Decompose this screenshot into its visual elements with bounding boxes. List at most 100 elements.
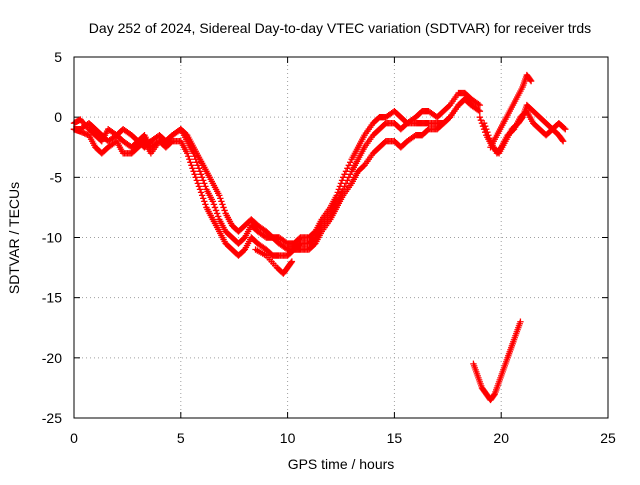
series-trace-d — [252, 246, 296, 277]
series-trace-g — [487, 71, 535, 151]
data-point — [202, 201, 209, 208]
data-series — [70, 71, 569, 404]
data-point — [475, 106, 482, 114]
data-point — [211, 204, 219, 211]
data-point — [517, 318, 524, 325]
data-point — [198, 192, 206, 199]
grid-lines — [74, 57, 608, 418]
data-point — [476, 107, 484, 115]
x-tick-labels: 0 5 10 15 20 25 — [70, 430, 616, 446]
data-point — [287, 259, 295, 266]
data-point — [475, 100, 482, 108]
data-point — [216, 192, 223, 199]
data-point — [209, 198, 217, 205]
data-point — [334, 189, 341, 196]
series-trace-c — [70, 89, 484, 247]
data-point — [476, 101, 484, 109]
data-point — [214, 213, 222, 220]
series-trace-b — [70, 95, 484, 259]
series-trace-f — [480, 107, 567, 157]
y-tick-label: -20 — [42, 350, 62, 366]
data-point — [483, 126, 490, 133]
y-tick-label: -25 — [42, 410, 62, 426]
data-point — [194, 162, 202, 169]
data-point — [347, 159, 354, 166]
data-point — [484, 129, 491, 136]
data-point — [217, 195, 224, 202]
series-trace-h — [470, 318, 524, 404]
data-point — [477, 116, 485, 124]
data-point — [486, 135, 493, 142]
data-point — [344, 177, 351, 184]
y-tick-label: 5 — [54, 49, 62, 65]
data-point — [187, 159, 194, 166]
data-point — [333, 192, 340, 199]
y-tick-labels: -25 -20 -15 -10 -5 0 5 — [42, 49, 62, 426]
data-point — [347, 171, 354, 178]
data-point — [562, 126, 569, 133]
data-point — [559, 138, 567, 145]
data-point — [192, 174, 199, 181]
chart-title: Day 252 of 2024, Sidereal Day-to-day VTE… — [89, 20, 591, 36]
data-point — [344, 165, 351, 172]
data-point — [195, 165, 203, 172]
y-tick-label: -15 — [42, 290, 62, 306]
data-point — [194, 180, 202, 187]
data-point — [335, 186, 343, 193]
data-point — [201, 198, 208, 205]
data-point — [197, 171, 205, 178]
data-point — [201, 180, 208, 187]
data-point — [196, 168, 204, 175]
data-point — [193, 177, 201, 184]
data-point — [189, 165, 196, 172]
data-point — [288, 258, 296, 265]
data-point — [480, 119, 488, 127]
data-point — [213, 210, 221, 217]
data-point — [336, 183, 344, 190]
data-point — [200, 177, 207, 184]
data-point — [195, 183, 203, 190]
data-point — [200, 195, 207, 202]
plot-frame — [73, 56, 609, 419]
x-tick-label: 25 — [600, 430, 616, 446]
data-point — [338, 177, 346, 184]
data-point — [196, 186, 204, 193]
data-point — [197, 189, 205, 196]
data-point — [345, 162, 353, 169]
x-tick-label: 5 — [177, 430, 185, 446]
data-point — [527, 76, 534, 84]
data-point — [221, 207, 228, 214]
data-point — [490, 391, 498, 399]
data-point — [481, 122, 489, 130]
x-tick-label: 15 — [387, 430, 403, 446]
data-point — [345, 174, 353, 181]
x-axis-label: GPS time / hours — [288, 456, 395, 472]
data-point — [559, 137, 566, 144]
x-tick-label: 20 — [493, 430, 509, 446]
data-point — [476, 113, 484, 121]
x-tick-label: 10 — [280, 430, 296, 446]
data-point — [339, 174, 347, 181]
data-point — [198, 174, 206, 181]
data-point — [561, 124, 568, 132]
x-tick-label: 0 — [70, 430, 78, 446]
data-point — [190, 168, 197, 175]
data-point — [527, 77, 535, 85]
series-trace-a — [70, 95, 484, 253]
data-point — [210, 201, 218, 208]
y-tick-label: -10 — [42, 230, 62, 246]
data-point — [218, 198, 225, 205]
y-tick-label: -5 — [50, 169, 63, 185]
y-axis-label: SDTVAR / TECUs — [6, 182, 22, 294]
data-point — [188, 162, 195, 169]
data-point — [186, 156, 193, 163]
data-point — [202, 183, 209, 190]
data-point — [212, 207, 220, 214]
data-point — [191, 171, 198, 178]
data-point — [184, 150, 191, 157]
data-point — [342, 168, 350, 175]
data-point — [219, 201, 226, 208]
data-point — [337, 180, 345, 187]
